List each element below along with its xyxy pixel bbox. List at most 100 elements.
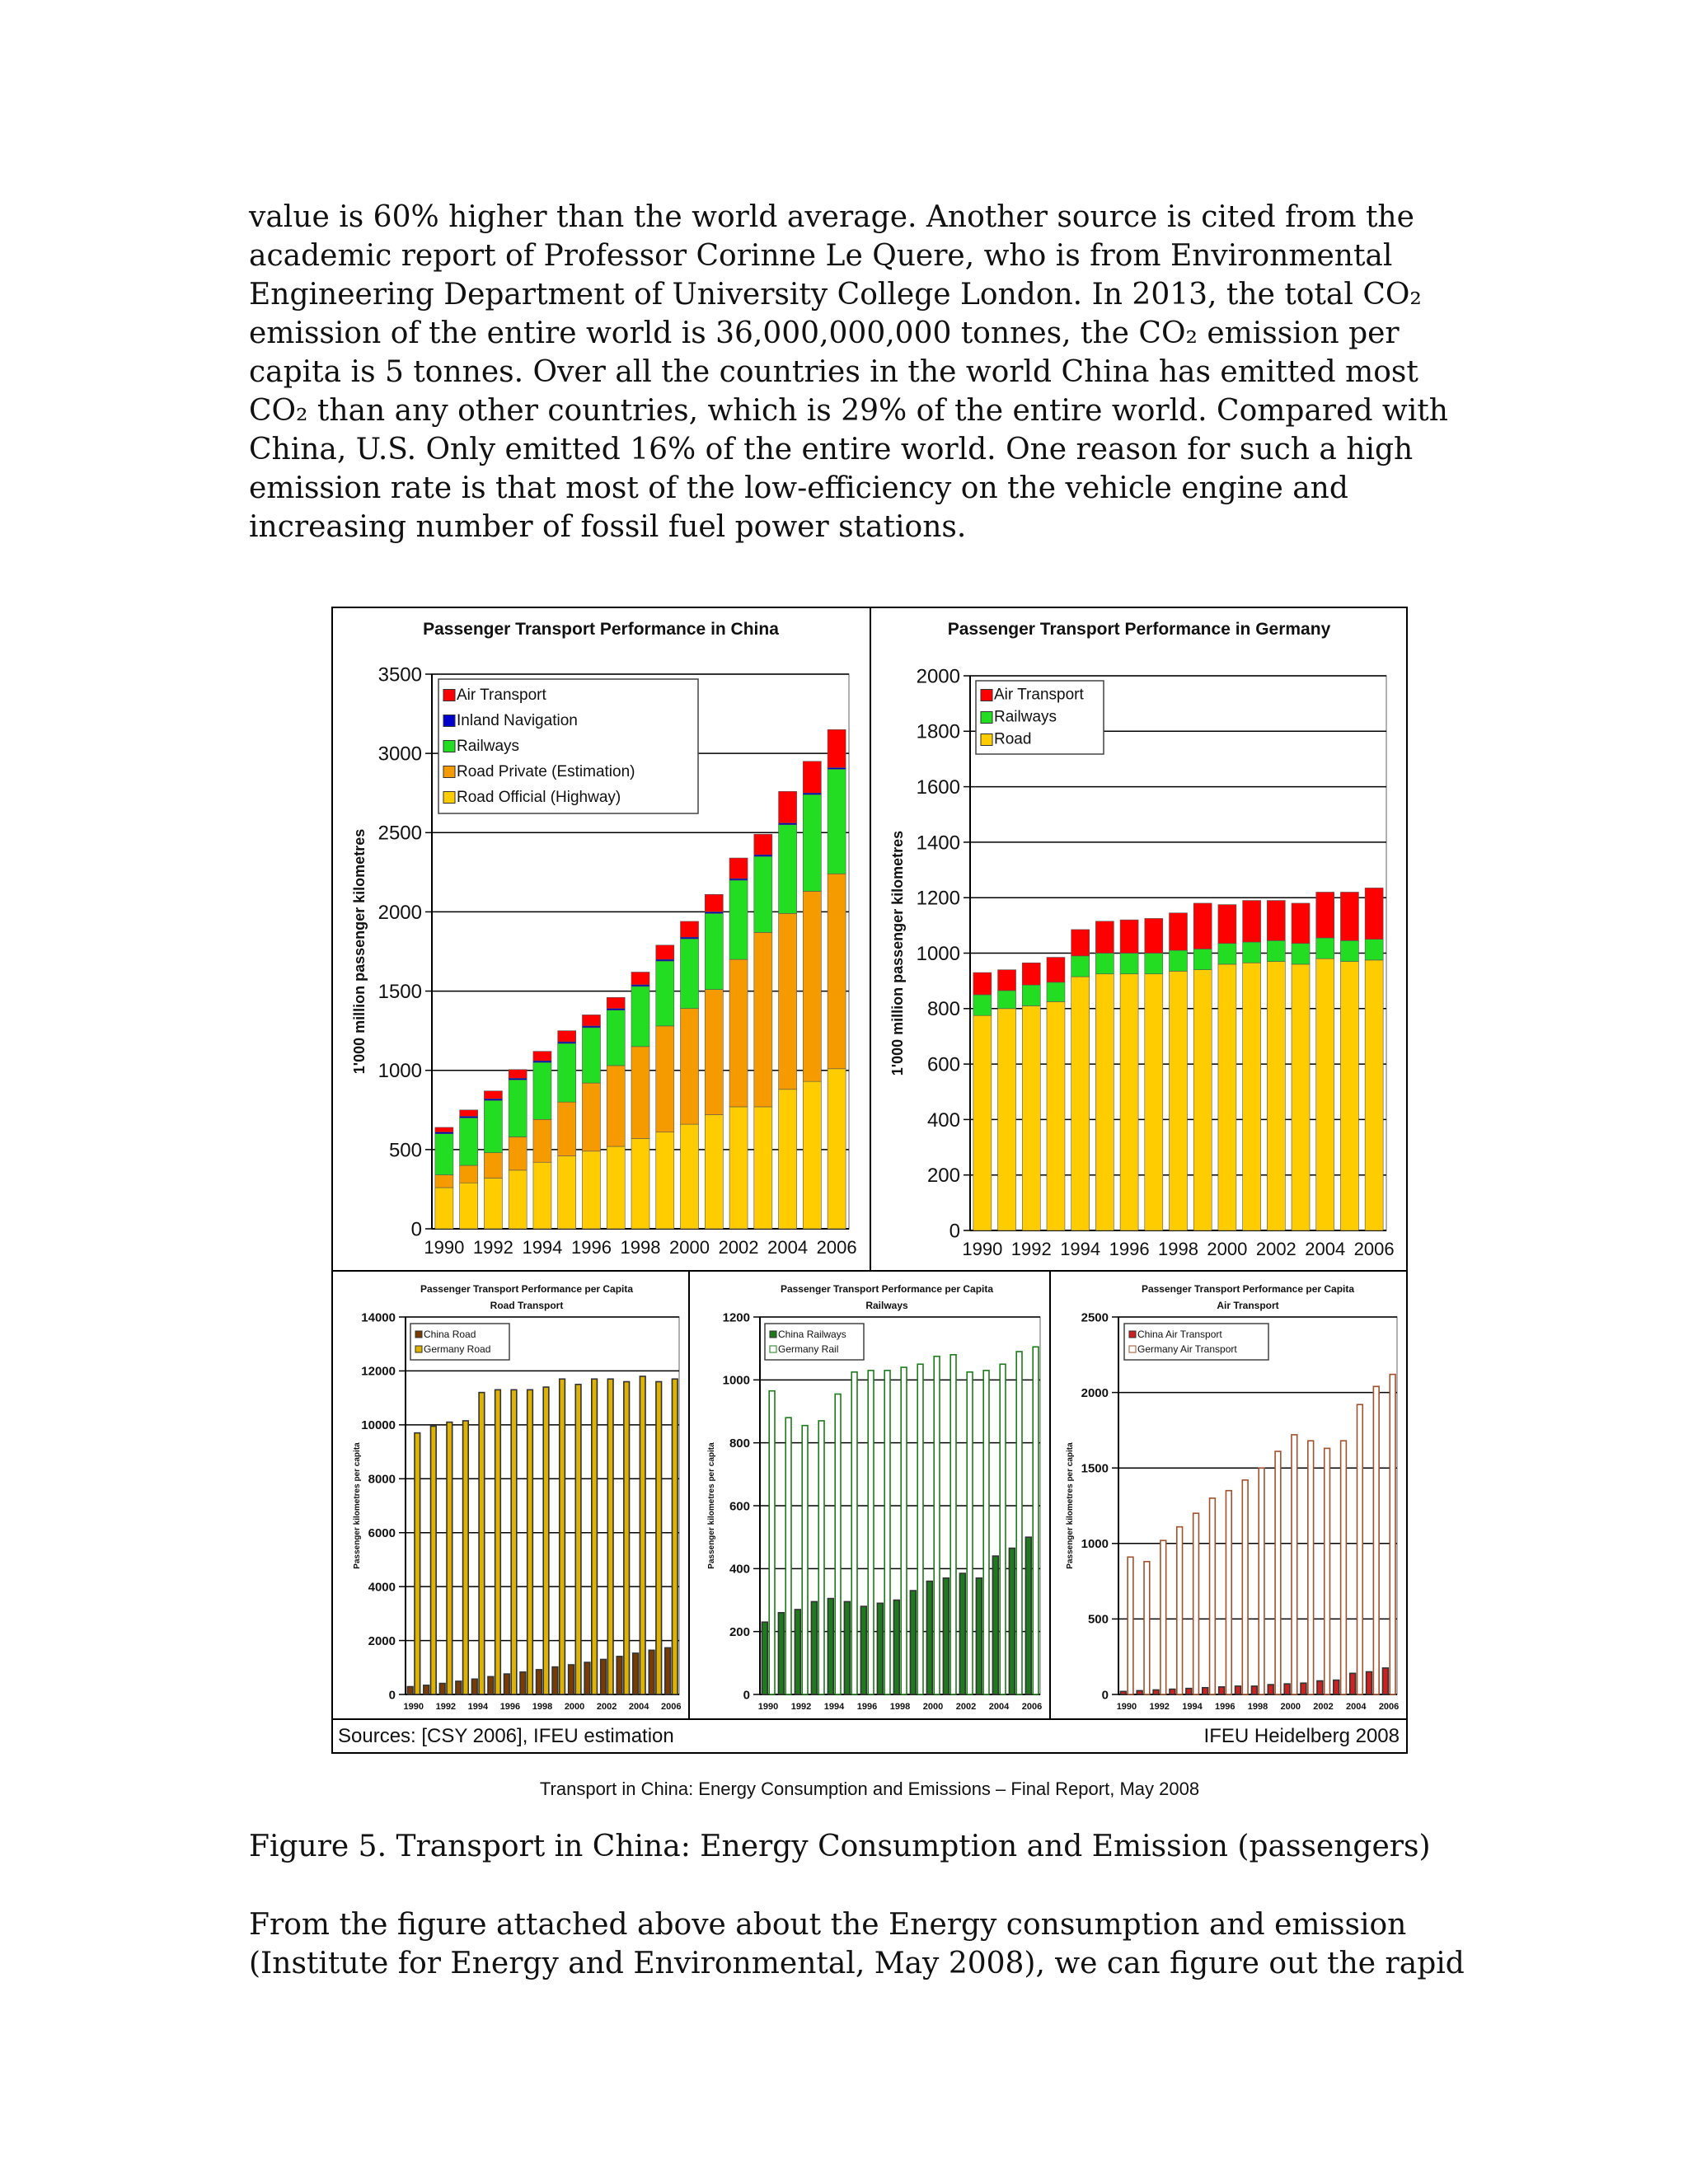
bar-segment [1217, 904, 1237, 944]
bar-segment [1095, 921, 1114, 954]
x-tick-label: 1990 [424, 1237, 464, 1258]
bar [1192, 1512, 1200, 1695]
chart-title: Passenger Transport Performance per Capi… [1142, 1283, 1354, 1295]
chart-title: Passenger Transport Performance per Capi… [781, 1283, 993, 1295]
x-tick-label: 1998 [1158, 1239, 1198, 1259]
y-tick-label: 500 [389, 1139, 422, 1161]
bar-segment [582, 1151, 601, 1230]
bar-segment [827, 729, 846, 768]
bar-segment [704, 989, 724, 1115]
bar-segment [484, 1178, 503, 1230]
bar-segment [557, 1030, 577, 1043]
x-tick-label: 2002 [719, 1237, 759, 1258]
bar [1152, 1689, 1160, 1695]
bar [607, 1378, 614, 1695]
x-tick-label: 1994 [522, 1237, 562, 1258]
x-tick-label: 2004 [1346, 1702, 1367, 1712]
y-tick-label: 1200 [917, 888, 960, 910]
y-tick-label: 0 [389, 1688, 396, 1702]
bar [768, 1390, 776, 1695]
y-tick-label: 200 [927, 1165, 960, 1187]
chart-panel-4: 0 200 400 600 800 1000 1200 1990 1992 1994 1996 199… [707, 1283, 1042, 1712]
bar [966, 1371, 973, 1695]
bar-segment [1046, 1001, 1066, 1231]
report-title: Transport in China: Energy Consumption a… [539, 1779, 1200, 1799]
bar-segment [1291, 902, 1311, 944]
bar [992, 1555, 1000, 1695]
bar [551, 1666, 559, 1695]
y-tick-label: 4000 [368, 1580, 396, 1594]
bar-segment [729, 958, 748, 1108]
bar-segment [1046, 982, 1066, 1002]
bar [414, 1432, 421, 1695]
y-tick-label: 2000 [368, 1634, 396, 1648]
bar [584, 1661, 591, 1695]
y-tick-label: 1500 [1081, 1461, 1109, 1475]
bar-segment [532, 1161, 552, 1230]
legend-swatch [1128, 1345, 1137, 1353]
bar-segment [803, 1080, 822, 1230]
chart-title: Passenger Transport Performance in China [423, 620, 779, 639]
bar-segment [459, 1109, 478, 1117]
bar [1339, 1440, 1348, 1695]
legend-swatch [443, 689, 456, 701]
bar-segment [631, 986, 650, 1047]
bar [429, 1425, 437, 1695]
chart-panel-1: 0 500 1000 1500 2000 2500 3000 3500 1990 1992 1994… [351, 620, 857, 1258]
bar-segment [973, 972, 992, 996]
bar-segment [1340, 961, 1359, 1231]
bar-segment [753, 932, 773, 1108]
bar-segment [973, 1015, 992, 1231]
x-tick-label: 2004 [629, 1702, 649, 1712]
bar-segment [1193, 949, 1212, 970]
bar [942, 1577, 950, 1695]
y-tick-label: 800 [927, 998, 960, 1020]
bar [794, 1609, 802, 1695]
bar [1381, 1667, 1390, 1695]
bar-segment [459, 1182, 478, 1230]
bar-segment [484, 1090, 503, 1099]
bar [1291, 1434, 1298, 1695]
bar [1348, 1672, 1357, 1695]
bar-segment [704, 893, 724, 912]
bar-segment [729, 879, 748, 960]
x-tick-label: 1990 [758, 1702, 778, 1712]
y-tick-label: 2000 [917, 665, 960, 687]
legend [410, 1323, 510, 1361]
bar [1389, 1373, 1396, 1695]
legend-swatch [980, 689, 993, 701]
y-tick-label: 1000 [378, 1060, 422, 1082]
bar-segment [1169, 949, 1188, 972]
chart-subtitle: Road Transport [490, 1300, 564, 1311]
y-tick-label: 3500 [378, 663, 422, 686]
bar [999, 1363, 1006, 1695]
bar-segment [655, 1132, 675, 1230]
x-tick-label: 1992 [436, 1702, 456, 1712]
bar [591, 1378, 598, 1695]
bar [785, 1417, 792, 1695]
bar [1208, 1497, 1217, 1695]
bar [843, 1601, 851, 1695]
x-tick-label: 1992 [1149, 1702, 1169, 1712]
chart-subtitle: Railways [865, 1300, 908, 1311]
bar-segment [1364, 888, 1384, 940]
legend-label: Germany Road [424, 1343, 490, 1355]
legend-label: China Railways [778, 1329, 846, 1340]
bar [1258, 1467, 1265, 1695]
bar-segment [1021, 1005, 1041, 1231]
figure-credit: IFEU Heidelberg 2008 [1204, 1725, 1400, 1747]
chart-subtitle: Air Transport [1217, 1300, 1278, 1311]
bar [933, 1355, 940, 1695]
bar-segment [1242, 900, 1261, 943]
bar-segment [997, 969, 1016, 991]
bar [777, 1611, 785, 1695]
bar [1267, 1684, 1274, 1695]
y-tick-label: 6000 [368, 1526, 396, 1540]
legend [438, 678, 699, 814]
x-tick-label: 2000 [565, 1702, 584, 1712]
legend-label: Railways [457, 738, 519, 755]
body-paragraph-1: value is 60% higher than the world avera… [249, 200, 1448, 544]
x-tick-label: 1994 [824, 1702, 845, 1712]
legend-label: China Air Transport [1137, 1329, 1222, 1340]
bar-segment [778, 913, 797, 1090]
